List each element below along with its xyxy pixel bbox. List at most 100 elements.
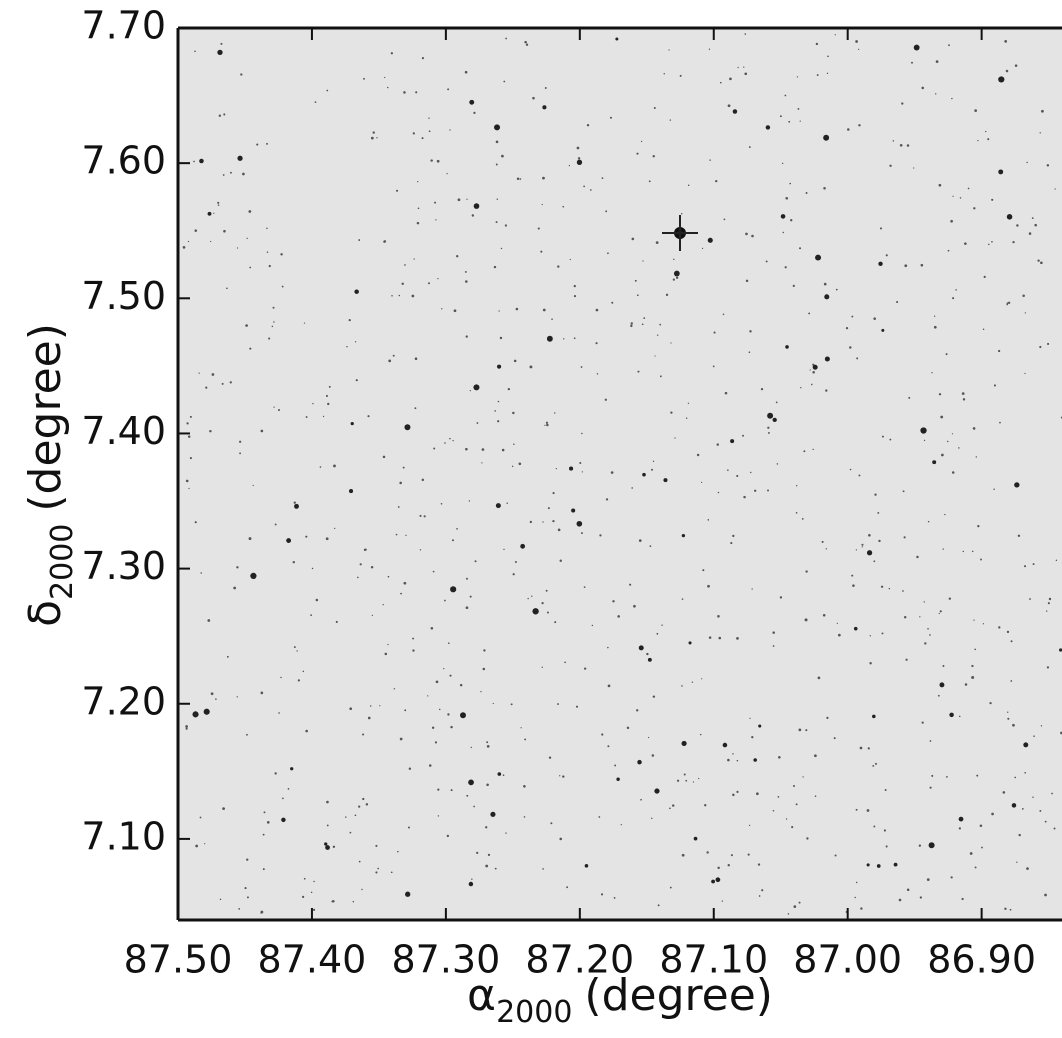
star xyxy=(732,753,734,755)
star xyxy=(626,726,630,730)
star xyxy=(281,285,284,288)
star xyxy=(827,55,829,58)
star xyxy=(215,698,217,700)
star xyxy=(1029,598,1031,600)
star xyxy=(486,744,490,748)
star xyxy=(311,567,314,570)
star xyxy=(790,219,793,222)
star xyxy=(495,503,501,509)
star xyxy=(1021,807,1024,810)
star xyxy=(562,775,565,778)
star xyxy=(471,214,475,217)
star xyxy=(404,424,411,431)
star xyxy=(494,124,501,131)
star xyxy=(888,587,891,590)
star xyxy=(652,695,656,698)
star xyxy=(392,354,395,357)
star xyxy=(801,517,804,520)
y-tick-label: 7.20 xyxy=(81,679,166,723)
star xyxy=(465,335,468,338)
star xyxy=(757,863,761,866)
star xyxy=(332,845,336,848)
star xyxy=(529,365,533,369)
star xyxy=(401,282,404,286)
star xyxy=(233,586,237,590)
star xyxy=(520,727,522,729)
star xyxy=(483,649,486,652)
star xyxy=(490,811,496,817)
star xyxy=(805,570,808,573)
star xyxy=(187,240,190,243)
star xyxy=(266,227,268,230)
star xyxy=(312,908,316,911)
star xyxy=(273,321,275,323)
star xyxy=(503,80,506,83)
star xyxy=(573,337,576,340)
star xyxy=(1028,232,1032,235)
star xyxy=(736,474,739,477)
star xyxy=(449,674,452,677)
star xyxy=(876,864,881,868)
star xyxy=(440,502,443,505)
star xyxy=(349,489,354,494)
star xyxy=(457,198,461,202)
star xyxy=(772,631,775,634)
star xyxy=(598,816,601,818)
star xyxy=(991,198,994,201)
star xyxy=(1007,711,1009,713)
star xyxy=(404,709,407,712)
star xyxy=(799,120,801,122)
star xyxy=(708,48,711,50)
star xyxy=(637,370,640,373)
star xyxy=(542,521,544,523)
star xyxy=(217,201,220,204)
star xyxy=(824,356,830,362)
star xyxy=(928,842,935,849)
star xyxy=(712,365,715,368)
star xyxy=(437,277,439,280)
star xyxy=(217,204,220,206)
star xyxy=(929,634,931,636)
star xyxy=(913,44,920,51)
star xyxy=(465,606,469,610)
star xyxy=(482,667,486,671)
star xyxy=(805,729,808,732)
star xyxy=(881,328,885,332)
star xyxy=(580,366,583,368)
star xyxy=(877,511,880,514)
star xyxy=(220,42,223,45)
star xyxy=(503,548,505,551)
star xyxy=(696,453,700,457)
star xyxy=(975,456,978,458)
star xyxy=(1026,161,1028,164)
star xyxy=(446,173,448,175)
star xyxy=(743,495,746,499)
star xyxy=(554,621,557,624)
star xyxy=(443,667,445,670)
star xyxy=(226,655,229,658)
star xyxy=(708,636,712,639)
star xyxy=(386,86,389,89)
star xyxy=(435,219,437,221)
star xyxy=(1004,907,1007,911)
star xyxy=(901,102,904,105)
star xyxy=(272,306,275,309)
star xyxy=(416,221,420,225)
star xyxy=(927,520,930,523)
star xyxy=(651,817,653,820)
star xyxy=(691,681,694,683)
star xyxy=(973,619,975,621)
star xyxy=(937,694,940,697)
star xyxy=(210,692,214,696)
star xyxy=(485,826,488,829)
star xyxy=(237,155,243,161)
star xyxy=(719,81,722,84)
star xyxy=(502,774,505,777)
star xyxy=(468,500,471,502)
star xyxy=(737,66,739,69)
star xyxy=(395,533,398,536)
star xyxy=(607,646,609,649)
star xyxy=(798,728,802,732)
star xyxy=(868,533,871,537)
star xyxy=(821,540,824,543)
